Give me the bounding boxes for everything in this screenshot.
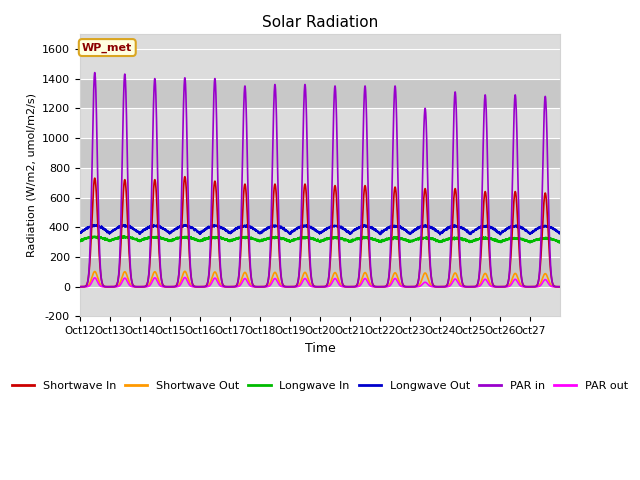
Bar [80, 257, 560, 287]
Bar [80, 138, 560, 168]
Bar [80, 108, 560, 138]
Bar [80, 49, 560, 79]
Y-axis label: Radiation (W/m2, umol/m2/s): Radiation (W/m2, umol/m2/s) [26, 93, 36, 257]
Title: Solar Radiation: Solar Radiation [262, 15, 378, 30]
X-axis label: Time: Time [305, 342, 335, 355]
Bar [80, 227, 560, 257]
Bar [80, 287, 560, 316]
Bar [80, 168, 560, 197]
Legend: Shortwave In, Shortwave Out, Longwave In, Longwave Out, PAR in, PAR out: Shortwave In, Shortwave Out, Longwave In… [7, 377, 633, 396]
Bar [80, 197, 560, 227]
Text: WP_met: WP_met [82, 42, 132, 53]
Bar [80, 79, 560, 108]
